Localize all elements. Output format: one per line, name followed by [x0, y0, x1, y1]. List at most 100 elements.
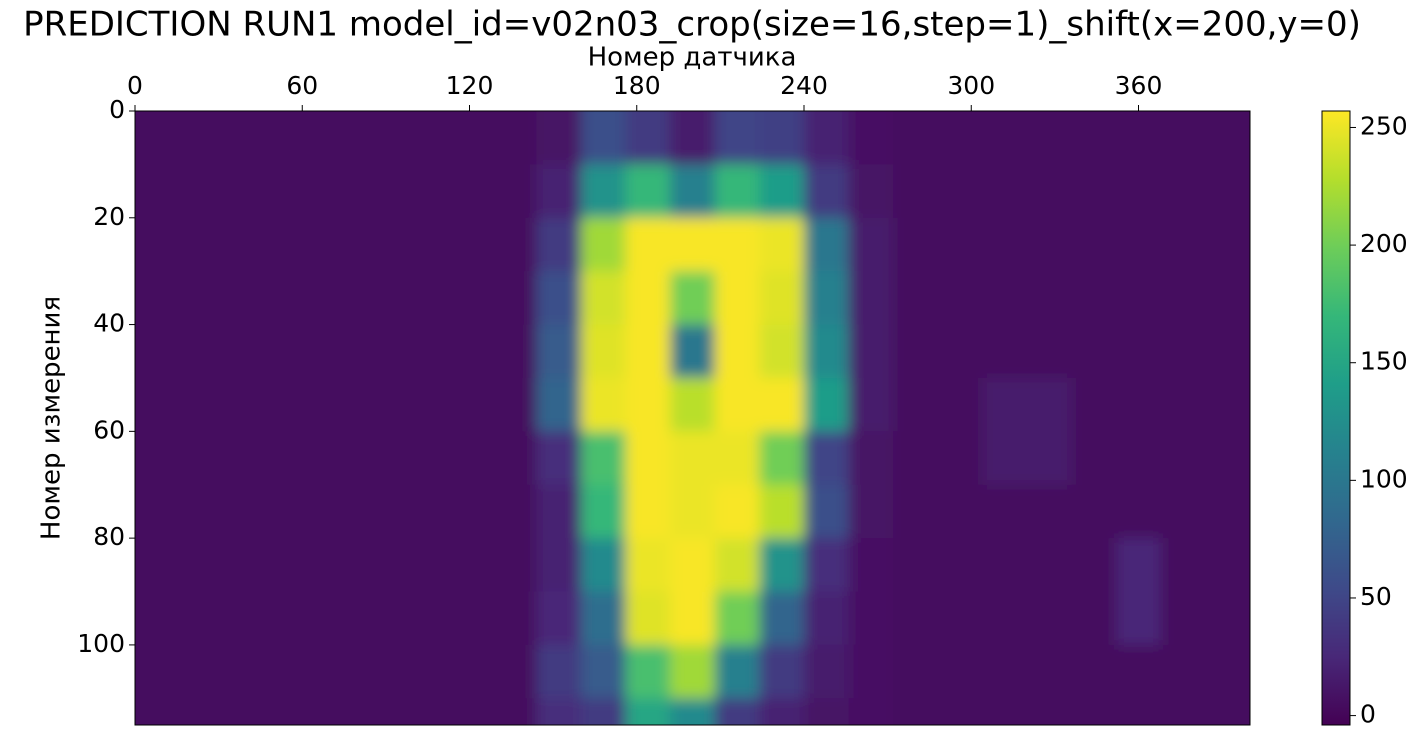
heatmap-cell: [1160, 377, 1206, 432]
heatmap-cell: [536, 271, 582, 326]
x-tick-label: 240: [780, 71, 828, 100]
y-tick-label: 0: [109, 95, 125, 124]
heatmap-cell: [1160, 164, 1206, 219]
heatmap-cell: [1071, 538, 1117, 593]
heatmap-cell: [313, 484, 359, 539]
heatmap-cell: [313, 698, 359, 725]
heatmap-cell: [268, 164, 314, 219]
y-tick-label: 20: [93, 202, 125, 231]
heatmap-cell: [135, 644, 181, 699]
heatmap-cell: [268, 324, 314, 379]
heatmap-cell: [313, 271, 359, 326]
heatmap-cell: [536, 484, 582, 539]
heatmap-cell: [714, 484, 760, 539]
heatmap-cell: [179, 271, 225, 326]
heatmap-cell: [268, 591, 314, 646]
heatmap-cell: [1205, 591, 1250, 646]
heatmap-cell: [937, 377, 983, 432]
heatmap-cell: [313, 377, 359, 432]
heatmap-cell: [982, 698, 1028, 725]
heatmap-cell: [581, 698, 627, 725]
heatmap-cell: [848, 484, 894, 539]
heatmap-cell: [268, 698, 314, 725]
heatmap-cell: [848, 698, 894, 725]
heatmap-cell: [581, 271, 627, 326]
heatmap-cell: [358, 164, 404, 219]
heatmap-cell: [447, 271, 493, 326]
heatmap-cell: [1027, 377, 1073, 432]
heatmap-cell: [982, 271, 1028, 326]
heatmap-cell: [670, 591, 716, 646]
heatmap-cell: [402, 484, 448, 539]
heatmap-cell: [581, 111, 627, 165]
heatmap-cell: [1116, 217, 1162, 272]
heatmap-cell: [1205, 164, 1250, 219]
heatmap-cell: [1027, 484, 1073, 539]
heatmap-cell: [491, 431, 537, 486]
heatmap-cell: [1205, 484, 1250, 539]
heatmap-cell: [581, 377, 627, 432]
heatmap-cell: [491, 217, 537, 272]
heatmap-cell: [313, 164, 359, 219]
heatmap-cell: [268, 271, 314, 326]
heatmap-cell: [804, 217, 850, 272]
colorbar-tick-label: 250: [1360, 111, 1408, 140]
heatmap-cell: [581, 324, 627, 379]
heatmap-cell: [402, 538, 448, 593]
heatmap-cell: [491, 324, 537, 379]
heatmap-cell: [224, 377, 270, 432]
heatmap-cell: [982, 644, 1028, 699]
heatmap-cell: [313, 217, 359, 272]
heatmap-cell: [402, 591, 448, 646]
heatmap-cell: [1160, 217, 1206, 272]
heatmap-cell: [358, 484, 404, 539]
heatmap-cell: [937, 591, 983, 646]
heatmap-cell: [1116, 324, 1162, 379]
heatmap-cell: [1116, 591, 1162, 646]
heatmap-cell: [982, 377, 1028, 432]
heatmap-cell: [1071, 217, 1117, 272]
heatmap-cell: [848, 324, 894, 379]
heatmap-cell: [1027, 324, 1073, 379]
heatmap-cell: [1071, 164, 1117, 219]
heatmap-cell: [491, 484, 537, 539]
heatmap-cell: [491, 644, 537, 699]
heatmap-cell: [1116, 271, 1162, 326]
heatmap-cell: [1205, 698, 1250, 725]
heatmap-cell: [536, 698, 582, 725]
heatmap-cell: [893, 164, 939, 219]
heatmap-cell: [893, 111, 939, 165]
heatmap-cell: [848, 377, 894, 432]
heatmap-cell: [714, 538, 760, 593]
heatmap-cell: [759, 644, 805, 699]
heatmap-cell: [937, 324, 983, 379]
heatmap-cell: [982, 591, 1028, 646]
heatmap-cell: [536, 644, 582, 699]
heatmap-cell: [1071, 591, 1117, 646]
heatmap-cell: [1071, 431, 1117, 486]
heatmap-cell: [625, 484, 671, 539]
heatmap-cell: [358, 271, 404, 326]
heatmap-cell: [625, 377, 671, 432]
heatmap-cell: [937, 644, 983, 699]
heatmap-cell: [893, 271, 939, 326]
heatmap-cell: [581, 164, 627, 219]
heatmap-cell: [179, 431, 225, 486]
heatmap-cell: [491, 591, 537, 646]
heatmap-cell: [447, 431, 493, 486]
heatmap-cell: [581, 431, 627, 486]
heatmap-cell: [625, 217, 671, 272]
heatmap-cell: [224, 538, 270, 593]
heatmap-cell: [402, 217, 448, 272]
heatmap-cell: [937, 111, 983, 165]
heatmap-cell: [1071, 698, 1117, 725]
heatmap-cell: [224, 644, 270, 699]
heatmap-cell: [937, 698, 983, 725]
heatmap-cell: [759, 538, 805, 593]
heatmap-cell: [581, 484, 627, 539]
heatmap-cell: [670, 698, 716, 725]
y-tick-label: 60: [93, 415, 125, 444]
heatmap-cell: [1116, 538, 1162, 593]
heatmap-cell: [937, 164, 983, 219]
heatmap-cell: [447, 538, 493, 593]
